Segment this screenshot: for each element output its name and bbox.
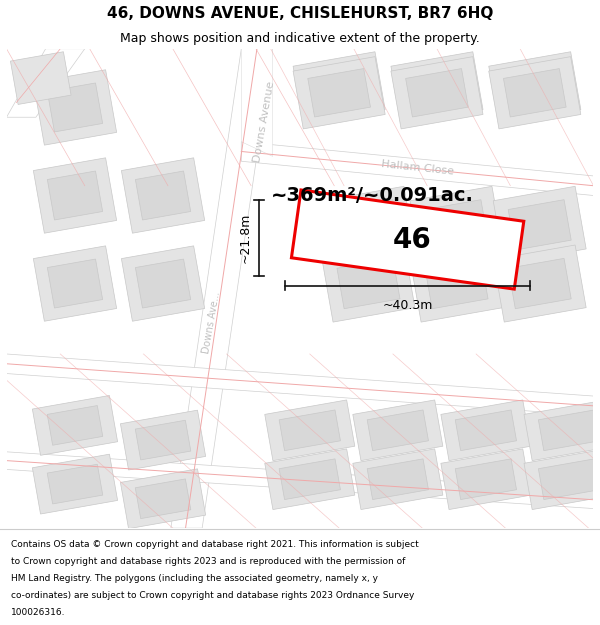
Text: to Crown copyright and database rights 2023 and is reproduced with the permissio: to Crown copyright and database rights 2… [11,557,405,566]
Polygon shape [524,449,600,509]
Polygon shape [425,258,488,309]
Polygon shape [47,464,103,504]
Polygon shape [34,246,116,321]
Polygon shape [32,396,118,456]
Polygon shape [406,64,469,112]
Polygon shape [7,49,85,118]
Polygon shape [367,459,428,499]
Polygon shape [503,69,566,117]
Polygon shape [279,410,340,451]
Polygon shape [391,52,483,124]
Polygon shape [441,449,531,509]
Polygon shape [493,186,586,263]
Polygon shape [455,459,517,499]
Polygon shape [47,259,103,308]
Polygon shape [135,420,191,460]
Polygon shape [121,469,206,529]
Polygon shape [7,452,593,509]
Polygon shape [524,400,600,461]
Polygon shape [353,400,443,461]
Polygon shape [337,200,400,250]
Polygon shape [265,400,355,461]
Polygon shape [279,459,340,499]
Polygon shape [441,400,531,461]
Polygon shape [425,200,488,250]
Polygon shape [353,449,443,509]
Polygon shape [47,171,103,220]
Polygon shape [503,64,566,112]
Polygon shape [171,49,272,528]
Text: HM Land Registry. The polygons (including the associated geometry, namely x, y: HM Land Registry. The polygons (includin… [11,574,378,582]
Polygon shape [391,57,483,129]
Polygon shape [121,158,205,233]
Polygon shape [508,200,571,250]
Polygon shape [241,49,272,156]
Polygon shape [32,454,118,514]
Polygon shape [308,64,370,112]
Text: ~369m²/~0.091ac.: ~369m²/~0.091ac. [271,186,473,205]
Polygon shape [241,142,593,196]
Polygon shape [293,57,385,129]
Polygon shape [121,246,205,321]
Polygon shape [538,410,599,451]
Polygon shape [538,459,599,499]
Polygon shape [293,52,385,124]
Polygon shape [337,258,400,309]
Polygon shape [308,69,370,117]
Polygon shape [508,258,571,309]
Polygon shape [265,449,355,509]
Polygon shape [493,245,586,322]
Polygon shape [455,410,517,451]
Polygon shape [136,171,191,220]
Polygon shape [489,57,581,129]
Text: Contains OS data © Crown copyright and database right 2021. This information is : Contains OS data © Crown copyright and d… [11,540,419,549]
Polygon shape [406,69,469,117]
Text: 100026316.: 100026316. [11,608,65,616]
Polygon shape [34,70,116,145]
Text: Downs Ave...: Downs Ave... [202,291,223,354]
Polygon shape [10,52,71,104]
Polygon shape [322,245,415,322]
Polygon shape [292,190,524,289]
Text: co-ordinates) are subject to Crown copyright and database rights 2023 Ordnance S: co-ordinates) are subject to Crown copyr… [11,591,414,599]
Polygon shape [367,410,428,451]
Polygon shape [47,83,103,132]
Text: ~21.8m: ~21.8m [239,213,252,263]
Text: 46, DOWNS AVENUE, CHISLEHURST, BR7 6HQ: 46, DOWNS AVENUE, CHISLEHURST, BR7 6HQ [107,6,493,21]
Polygon shape [489,52,581,124]
Polygon shape [410,186,503,263]
Text: Hallam Close: Hallam Close [380,159,454,177]
Polygon shape [136,259,191,308]
Polygon shape [410,245,503,322]
Polygon shape [47,406,103,445]
Polygon shape [121,410,206,470]
Text: 46: 46 [393,226,432,254]
Text: Map shows position and indicative extent of the property.: Map shows position and indicative extent… [120,31,480,44]
Text: Downs Avenue: Downs Avenue [252,81,276,164]
Text: ~40.3m: ~40.3m [382,299,433,312]
Polygon shape [135,479,191,519]
Polygon shape [34,158,116,233]
Polygon shape [322,186,415,263]
Polygon shape [7,354,593,416]
